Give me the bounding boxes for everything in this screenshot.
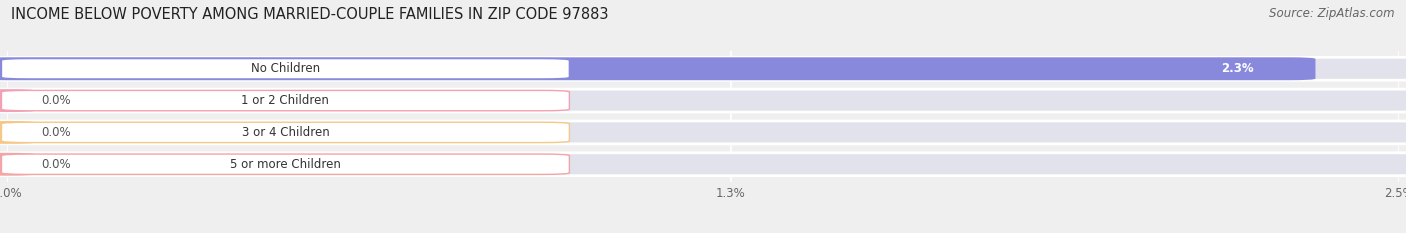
Text: INCOME BELOW POVERTY AMONG MARRIED-COUPLE FAMILIES IN ZIP CODE 97883: INCOME BELOW POVERTY AMONG MARRIED-COUPL… [11, 7, 609, 22]
Text: 5 or more Children: 5 or more Children [231, 158, 340, 171]
FancyBboxPatch shape [1, 154, 569, 175]
Text: 1 or 2 Children: 1 or 2 Children [242, 94, 329, 107]
Text: 2.3%: 2.3% [1222, 62, 1254, 75]
FancyBboxPatch shape [1, 90, 569, 111]
FancyBboxPatch shape [0, 153, 35, 176]
FancyBboxPatch shape [0, 121, 1406, 144]
Text: 3 or 4 Children: 3 or 4 Children [242, 126, 329, 139]
FancyBboxPatch shape [1, 58, 569, 79]
FancyBboxPatch shape [0, 57, 1316, 80]
FancyBboxPatch shape [0, 89, 1406, 112]
Text: 0.0%: 0.0% [41, 158, 70, 171]
FancyBboxPatch shape [0, 153, 1406, 176]
Text: Source: ZipAtlas.com: Source: ZipAtlas.com [1270, 7, 1395, 20]
FancyBboxPatch shape [0, 57, 1406, 80]
FancyBboxPatch shape [0, 89, 35, 112]
Text: 0.0%: 0.0% [41, 94, 70, 107]
Text: 0.0%: 0.0% [41, 126, 70, 139]
FancyBboxPatch shape [0, 121, 35, 144]
FancyBboxPatch shape [1, 122, 569, 143]
Text: No Children: No Children [250, 62, 321, 75]
